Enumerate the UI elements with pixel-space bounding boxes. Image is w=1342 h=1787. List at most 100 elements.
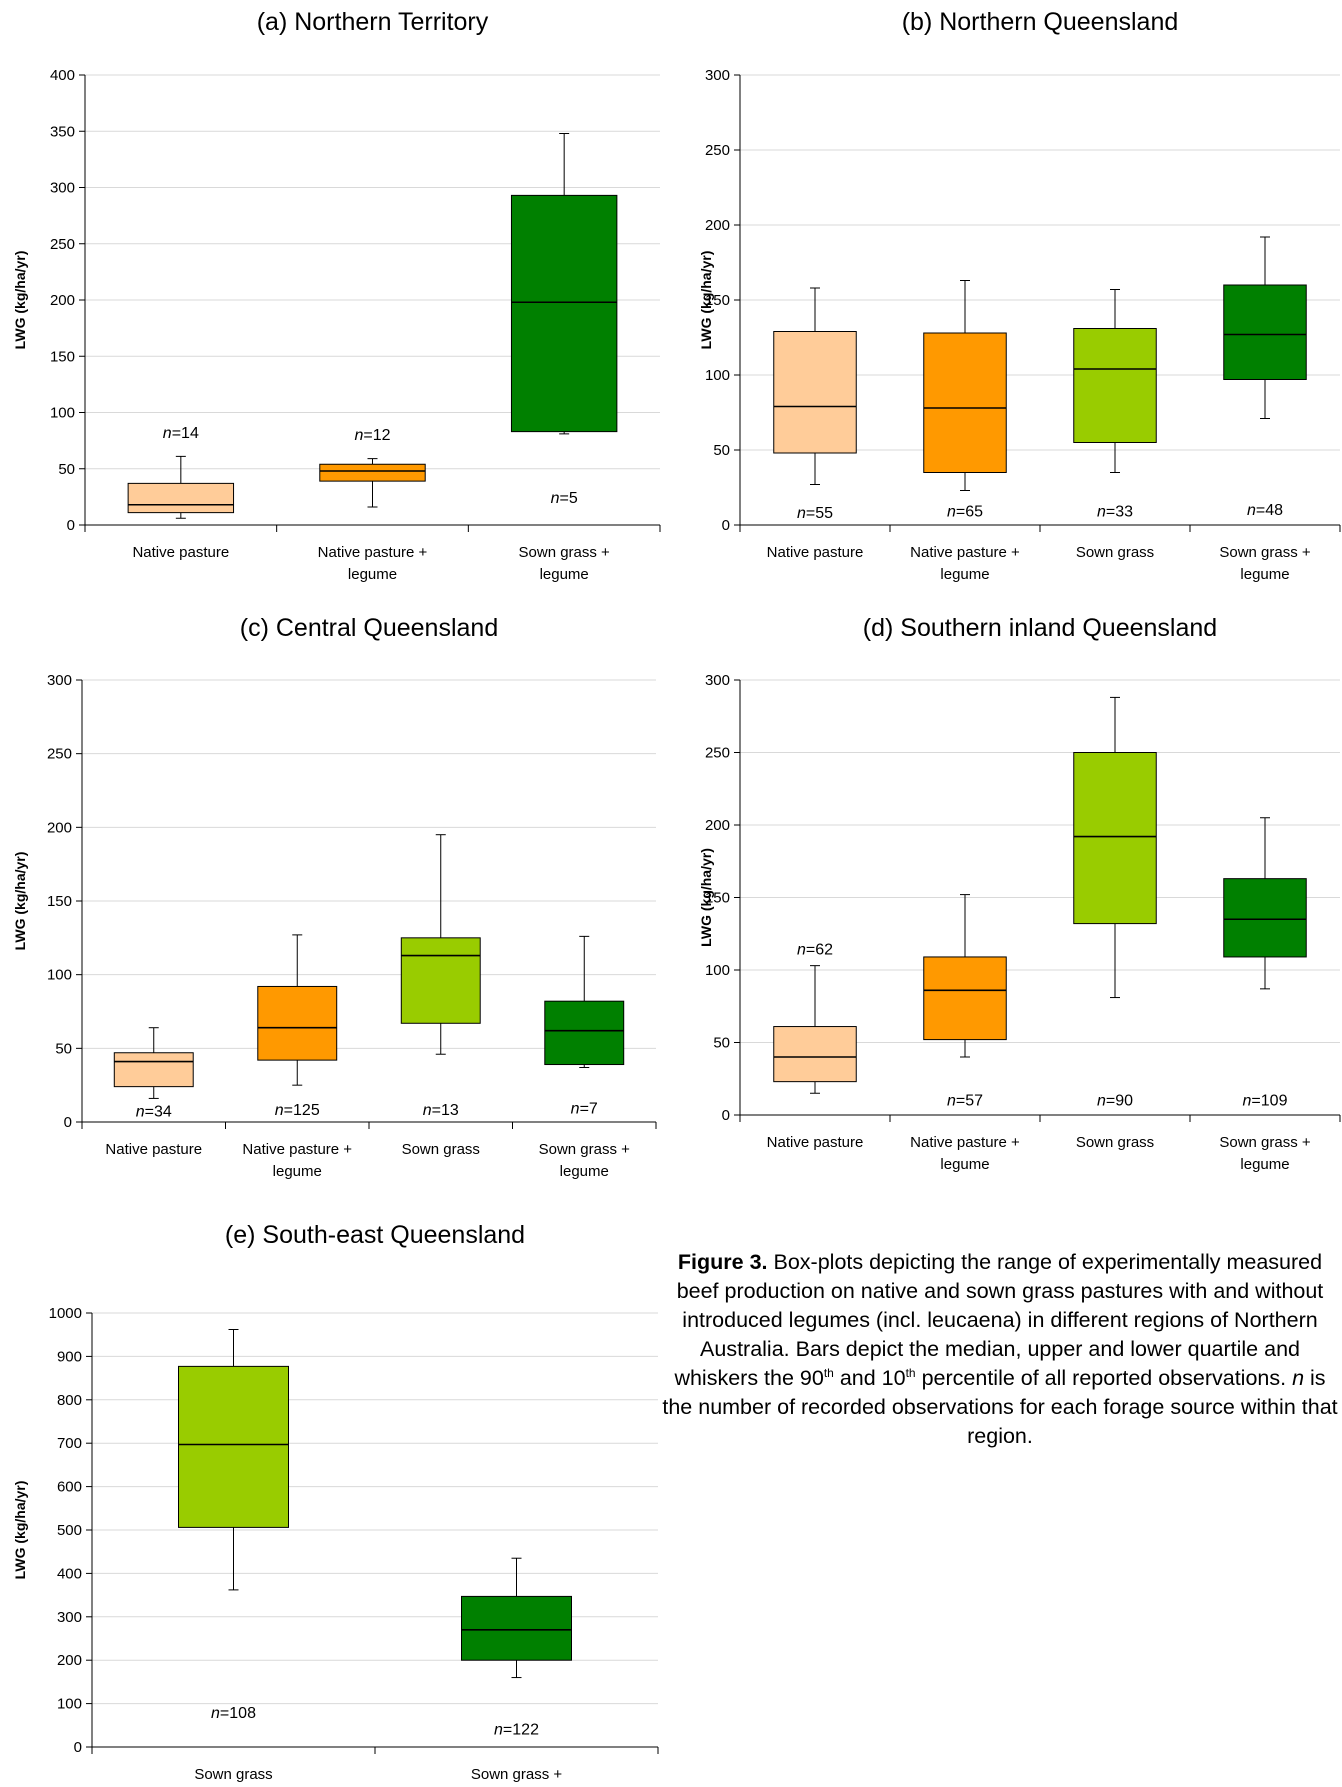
y-tick-label: 100 [47,967,72,984]
n-label-value: =55 [806,505,833,522]
box-1: n=34 [113,1027,194,1121]
y-tick-label: 900 [57,1348,82,1365]
x-tick-label-line: legume [273,1163,322,1180]
n-label-value: =5 [559,490,577,507]
y-tick-label: 200 [57,1652,82,1669]
box-body [319,463,426,482]
n-label-value: =125 [284,1102,320,1119]
n-label-symbol: n [947,1093,956,1110]
chart-title: (b) Northern Queensland [902,8,1179,36]
x-tick-label-line: legume [1240,1156,1289,1173]
n-label: n=34 [136,1104,172,1121]
box-1: n=62 [773,942,857,1094]
y-tick-label: 0 [722,517,730,534]
n-label-symbol: n [163,425,172,442]
y-tick-label: 300 [705,672,730,689]
y-tick-label: 200 [47,819,72,836]
chart-2: (b) Northern Queensland LWG (kg/ha/yr) 0 50… [698,8,1341,583]
n-label-symbol: n [797,505,806,522]
n-label-symbol: n [354,427,363,444]
x-tick-label-line: Sown grass [402,1141,480,1158]
x-tick-label-line: legume [940,566,989,583]
y-tick-label: 300 [47,672,72,689]
box-3: n=90 [1073,696,1157,1110]
x-tick-label-line: Native pasture [105,1141,202,1158]
chart-title: (c) Central Queensland [240,614,498,642]
n-label-value: =14 [172,425,199,442]
x-tick-label: Sown grass + legume [1219,1134,1311,1173]
y-tick-label: 150 [705,890,730,907]
y-tick-label: 150 [50,348,75,365]
n-label-value: =90 [1106,1093,1133,1110]
y-tick-label: 250 [50,236,75,253]
y-tick-label: 200 [705,217,730,234]
n-label-symbol: n [1097,1093,1106,1110]
caption-sup1: th [823,1365,834,1380]
y-tick-label: 250 [705,745,730,762]
y-tick-label: 250 [705,142,730,159]
y-tick-label: 500 [57,1522,82,1539]
y-tick-label: 0 [722,1107,730,1124]
box-2: n=65 [923,280,1007,521]
x-tick-label: Native pasture [767,544,864,561]
box-body [1223,878,1307,958]
x-tick-label-line: Sown grass [194,1766,272,1783]
box-1: n=55 [773,287,857,522]
x-tick-label: Sown grass + legume [539,1141,631,1180]
y-tick-label: 50 [713,1035,730,1052]
x-tick-label-line: Native pasture + [910,544,1020,561]
y-tick-label: 300 [57,1609,82,1626]
n-label-symbol: n [947,504,956,521]
box-2: n=57 [923,894,1007,1110]
box-body [923,332,1007,473]
n-label: n=65 [947,504,983,521]
x-tick-label-line: legume [940,1156,989,1173]
x-tick-label: Sown grass [194,1766,272,1783]
y-tick-label: 100 [705,962,730,979]
n-label: n=108 [211,1705,256,1722]
box-body [1223,284,1307,380]
n-label-value: =34 [145,1104,172,1121]
box-3: n=13 [400,834,481,1119]
caption-sup2: th [905,1365,916,1380]
n-label-symbol: n [423,1102,432,1119]
caption-part4: is the number of recorded observations f… [662,1366,1338,1448]
chart-title: (d) Southern inland Queensland [863,614,1217,642]
chart-4: (d) Southern inland Queensland LWG (kg/ha… [698,614,1341,1173]
x-tick-label-line: Sown grass + [1219,1134,1311,1151]
y-tick-label: 100 [57,1696,82,1713]
n-label: n=48 [1247,502,1283,519]
x-tick-label-line: Sown grass + [471,1766,563,1783]
x-tick-label: Native pasture + legume [910,544,1020,583]
x-tick-label: Sown grass [1076,544,1154,561]
box-body [773,1026,857,1083]
n-label-symbol: n [494,1722,503,1739]
n-label-value: =109 [1251,1093,1287,1110]
box-3: n=33 [1073,289,1157,521]
n-label-symbol: n [797,942,806,959]
y-tick-label: 350 [50,123,75,140]
figure-caption: Figure 3. Box-plots depicting the range … [658,1248,1342,1451]
box-body [113,1052,194,1088]
y-tick-label: 400 [57,1565,82,1582]
box-body [1073,752,1157,925]
x-tick-label: Native pasture + legume [318,544,428,583]
x-tick-label-line: Native pasture + [910,1134,1020,1151]
y-tick-label: 50 [58,461,75,478]
box-1: n=108 [178,1328,289,1722]
x-tick-label: Native pasture + legume [242,1141,352,1180]
n-label-symbol: n [1247,502,1256,519]
n-label-value: =57 [956,1093,983,1110]
n-label-symbol: n [571,1101,580,1118]
n-label: n=122 [494,1722,539,1739]
n-label: n=5 [551,490,578,507]
n-label: n=33 [1097,504,1133,521]
y-tick-label: 0 [64,1114,72,1131]
box-4: n=7 [544,935,625,1118]
n-label-symbol: n [1097,504,1106,521]
box-1: n=14 [127,425,235,519]
y-axis-label: LWG (kg/ha/yr) [12,251,28,350]
y-tick-label: 50 [55,1040,72,1057]
chart-3: (c) Central Queensland LWG (kg/ha/yr) 0 50 1… [12,614,657,1180]
